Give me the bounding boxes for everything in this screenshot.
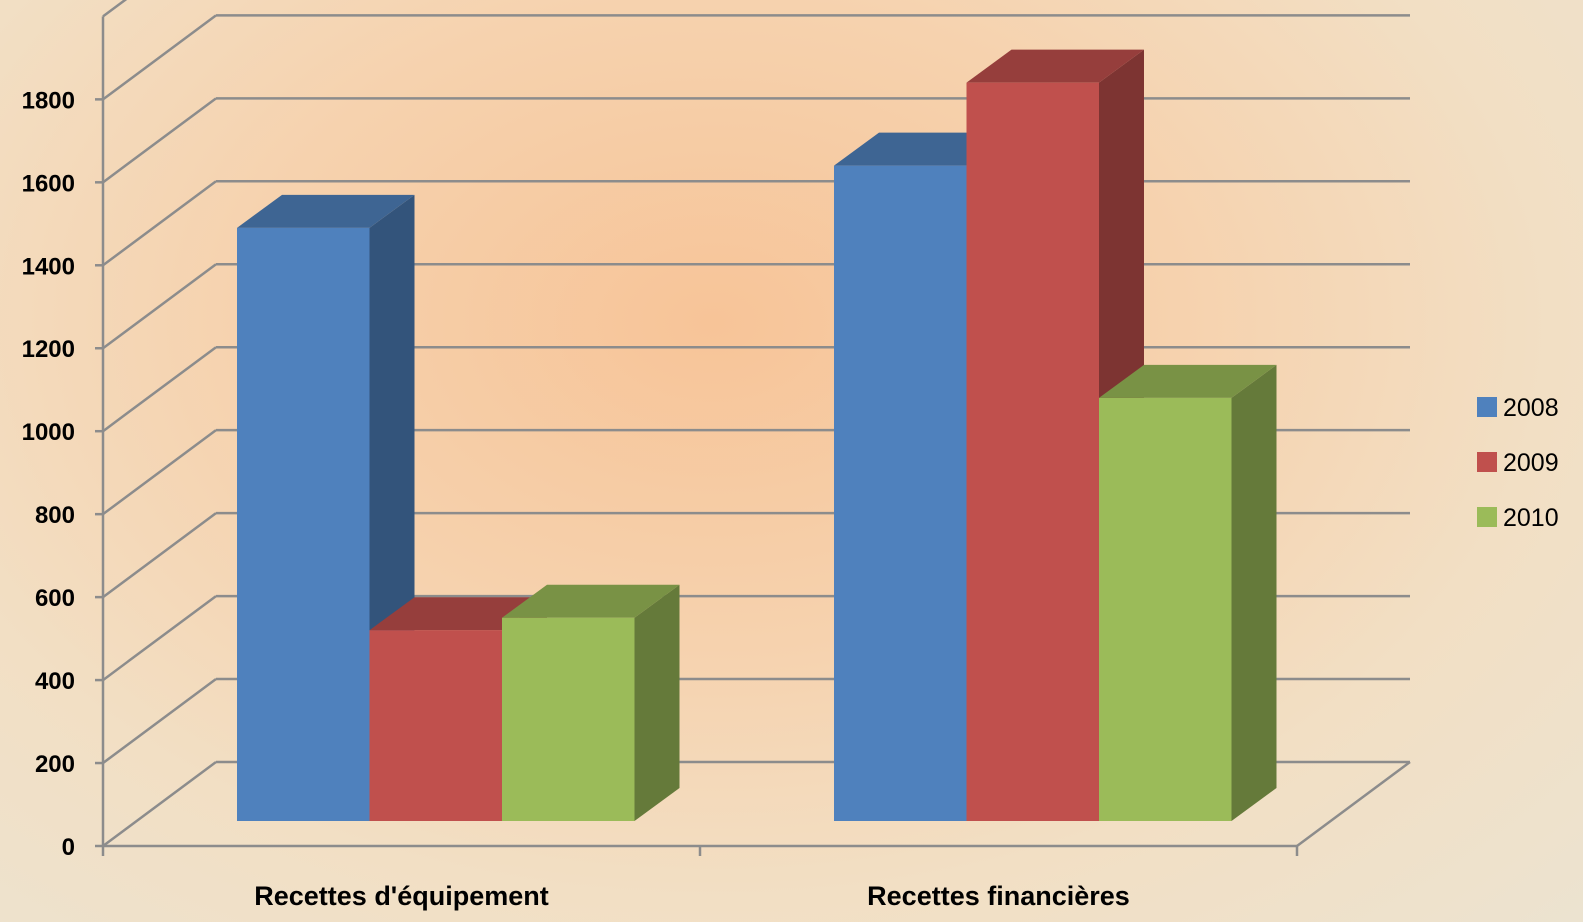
x-axis: Recettes d'équipement Recettes financière… (101, 844, 1299, 911)
legend: 2008 2009 2010 (1477, 394, 1559, 532)
gridline-diagonal (102, 760, 217, 848)
legend-label: 2009 (1503, 449, 1559, 477)
bar-front (834, 165, 967, 822)
bar-side (634, 584, 680, 821)
bars (237, 49, 1277, 822)
y-tick-label: 200 (35, 751, 75, 778)
x-tick-label: Recettes financières (867, 881, 1130, 911)
y-tick-label: 400 (35, 668, 75, 695)
legend-swatch (1477, 507, 1497, 527)
bar-top (237, 194, 415, 228)
bar-2010-2 (1099, 364, 1277, 821)
y-tick-label: 1800 (22, 87, 75, 114)
bar-2010-1 (502, 584, 680, 821)
y-tick-label: 800 (35, 502, 75, 529)
legend-swatch (1477, 452, 1497, 472)
x-tick-label: Recettes d'équipement (254, 881, 549, 911)
bar-front (369, 630, 502, 821)
legend-item-2009: 2009 (1477, 449, 1559, 477)
gridline-diagonal (102, 346, 217, 433)
y-tick-label: 1400 (22, 253, 75, 280)
gridline-diagonal (102, 97, 217, 184)
legend-item-2010: 2010 (1477, 504, 1559, 532)
bar-front (237, 227, 370, 821)
y-tick-label: 0 (62, 834, 75, 861)
bar-top (502, 584, 680, 618)
legend-label: 2010 (1503, 504, 1559, 532)
floor-edge (1296, 760, 1411, 848)
y-axis: 0 200 400 600 800 1000 1200 1400 1600 1800 (22, 16, 105, 861)
gridline-diagonal (102, 180, 217, 267)
gridline-diagonal (102, 512, 217, 599)
bar-front (966, 82, 1099, 821)
legend-label: 2008 (1503, 394, 1559, 422)
gridline-diagonal (102, 0, 128, 18)
y-tick-label: 600 (35, 585, 75, 612)
legend-swatch (1477, 397, 1497, 417)
bar-front (1099, 397, 1232, 821)
legend-item-2008: 2008 (1477, 394, 1559, 422)
y-tick-label: 1600 (22, 170, 75, 197)
bar-front (502, 617, 635, 821)
gridline-diagonal (102, 263, 217, 350)
gridline-diagonal (102, 595, 217, 682)
bar-top (966, 49, 1144, 83)
gridline-diagonal (102, 429, 217, 516)
gridline-diagonal (102, 678, 217, 765)
y-tick-label: 1200 (22, 336, 75, 363)
gridline-diagonal (102, 14, 217, 101)
bar-top (1099, 364, 1277, 398)
bar-side (1231, 364, 1277, 821)
y-tick-label: 1000 (22, 419, 75, 446)
